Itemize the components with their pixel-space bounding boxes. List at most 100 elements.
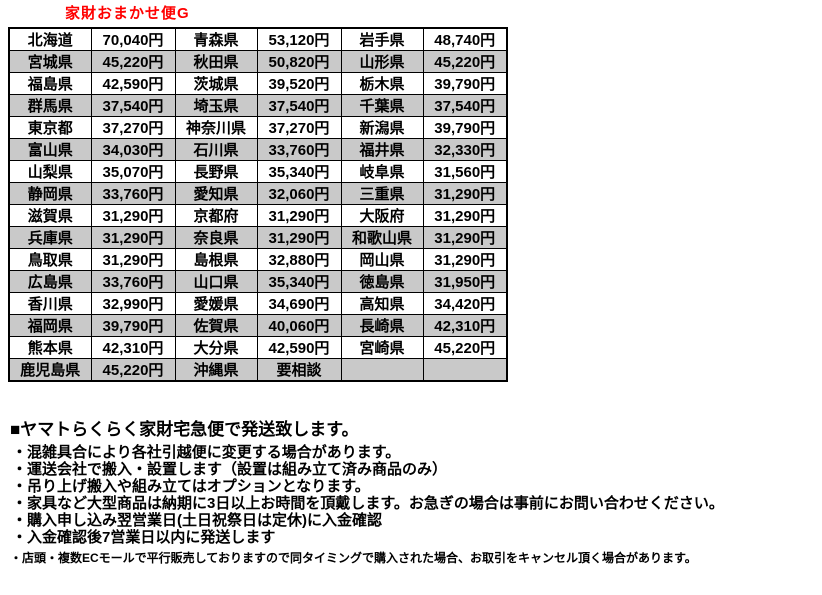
shipping-note-item: ・購入申し込み翌営業日(土日祝祭日は定休)に入金確認	[12, 512, 382, 529]
price-cell: 32,880円	[256, 248, 342, 271]
table-row: 熊本県 42,310円 大分県 42,590円 宮崎県 45,220円	[8, 336, 508, 359]
price-cell: 45,220円	[90, 358, 176, 382]
table-row: 富山県 34,030円 石川県 33,760円 福井県 32,330円	[8, 138, 508, 161]
shipping-note-item: ・混雑具合により各社引越便に変更する場合があります。	[12, 444, 401, 461]
price-cell: 42,310円	[422, 314, 508, 337]
prefecture-cell: 埼玉県	[174, 94, 258, 117]
prefecture-cell: 群馬県	[8, 94, 92, 117]
price-cell: 要相談	[256, 358, 342, 382]
price-cell: 34,690円	[256, 292, 342, 315]
prefecture-cell: 徳島県	[340, 270, 424, 293]
price-cell: 35,340円	[256, 270, 342, 293]
price-cell: 32,060円	[256, 182, 342, 205]
price-cell: 50,820円	[256, 50, 342, 73]
price-cell: 34,420円	[422, 292, 508, 315]
prefecture-cell: 和歌山県	[340, 226, 424, 249]
shipping-notes-list: ・混雑具合により各社引越便に変更する場合があります。 ・運送会社で搬入・設置します…	[12, 444, 724, 546]
prefecture-cell: 三重県	[340, 182, 424, 205]
prefecture-cell: 大分県	[174, 336, 258, 359]
prefecture-cell: 島根県	[174, 248, 258, 271]
prefecture-cell: 岩手県	[340, 27, 424, 51]
price-cell: 31,290円	[422, 204, 508, 227]
prefecture-cell: 山形県	[340, 50, 424, 73]
price-cell: 33,760円	[256, 138, 342, 161]
prefecture-cell: 長野県	[174, 160, 258, 183]
price-cell: 48,740円	[422, 27, 508, 51]
price-cell: 39,790円	[422, 116, 508, 139]
price-cell: 39,520円	[256, 72, 342, 95]
price-cell: 42,310円	[90, 336, 176, 359]
price-cell: 31,290円	[422, 248, 508, 271]
table-row: 広島県 33,760円 山口県 35,340円 徳島県 31,950円	[8, 270, 508, 293]
price-cell: 31,950円	[422, 270, 508, 293]
price-cell: 39,790円	[422, 72, 508, 95]
prefecture-cell: 静岡県	[8, 182, 92, 205]
prefecture-cell: 秋田県	[174, 50, 258, 73]
table-row: 静岡県 33,760円 愛知県 32,060円 三重県 31,290円	[8, 182, 508, 205]
price-cell: 31,290円	[90, 204, 176, 227]
shipping-method-heading: ■ヤマトらくらく家財宅急便で発送致します。	[10, 420, 359, 439]
prefecture-cell: 神奈川県	[174, 116, 258, 139]
price-cell: 37,270円	[90, 116, 176, 139]
price-cell: 35,070円	[90, 160, 176, 183]
shipping-note-item: ・運送会社で搬入・設置します（設置は組み立て済み商品のみ）	[12, 461, 448, 478]
prefecture-cell: 北海道	[8, 27, 92, 51]
price-cell: 31,290円	[256, 226, 342, 249]
price-cell: 32,990円	[90, 292, 176, 315]
table-row: 鹿児島県 45,220円 沖縄県 要相談	[8, 358, 508, 382]
price-cell: 34,030円	[90, 138, 176, 161]
prefecture-cell: 鹿児島県	[8, 358, 92, 382]
price-cell: 40,060円	[256, 314, 342, 337]
prefecture-cell: 福井県	[340, 138, 424, 161]
price-cell: 31,290円	[422, 182, 508, 205]
prefecture-cell: 滋賀県	[8, 204, 92, 227]
price-cell: 45,220円	[422, 50, 508, 73]
prefecture-cell: 山梨県	[8, 160, 92, 183]
price-cell: 31,560円	[422, 160, 508, 183]
price-cell: 33,760円	[90, 270, 176, 293]
prefecture-cell: 愛知県	[174, 182, 258, 205]
prefecture-cell: 東京都	[8, 116, 92, 139]
prefecture-cell: 宮崎県	[340, 336, 424, 359]
prefecture-cell	[340, 358, 424, 382]
price-cell: 31,290円	[90, 226, 176, 249]
table-row: 北海道 70,040円 青森県 53,120円 岩手県 48,740円	[8, 27, 508, 51]
prefecture-cell: 新潟県	[340, 116, 424, 139]
prefecture-cell: 石川県	[174, 138, 258, 161]
price-cell: 31,290円	[90, 248, 176, 271]
shipping-note-item: ・吊り上げ搬入や組み立てはオプションとなります。	[12, 478, 370, 495]
shipping-price-table: 北海道 70,040円 青森県 53,120円 岩手県 48,740円 宮城県 45,220円…	[8, 27, 508, 382]
table-row: 山梨県 35,070円 長野県 35,340円 岐阜県 31,560円	[8, 160, 508, 183]
prefecture-cell: 京都府	[174, 204, 258, 227]
price-cell: 37,540円	[90, 94, 176, 117]
prefecture-cell: 熊本県	[8, 336, 92, 359]
shipping-note-item: ・入金確認後7営業日以内に発送します	[12, 529, 276, 546]
prefecture-cell: 愛媛県	[174, 292, 258, 315]
price-cell: 33,760円	[90, 182, 176, 205]
price-cell: 45,220円	[422, 336, 508, 359]
price-cell: 37,540円	[256, 94, 342, 117]
prefecture-cell: 長崎県	[340, 314, 424, 337]
price-cell: 31,290円	[256, 204, 342, 227]
prefecture-cell: 大阪府	[340, 204, 424, 227]
prefecture-cell: 広島県	[8, 270, 92, 293]
prefecture-cell: 岡山県	[340, 248, 424, 271]
price-cell: 70,040円	[90, 27, 176, 51]
prefecture-cell: 兵庫県	[8, 226, 92, 249]
price-cell: 42,590円	[90, 72, 176, 95]
prefecture-cell: 富山県	[8, 138, 92, 161]
price-cell: 35,340円	[256, 160, 342, 183]
price-cell: 37,270円	[256, 116, 342, 139]
price-cell: 42,590円	[256, 336, 342, 359]
price-cell: 45,220円	[90, 50, 176, 73]
shipping-note-item: ・家具など大型商品は納期に3日以上お時間を頂戴します。お急ぎの場合は事前にお問い…	[12, 495, 724, 512]
table-row: 滋賀県 31,290円 京都府 31,290円 大阪府 31,290円	[8, 204, 508, 227]
table-row: 鳥取県 31,290円 島根県 32,880円 岡山県 31,290円	[8, 248, 508, 271]
table-row: 宮城県 45,220円 秋田県 50,820円 山形県 45,220円	[8, 50, 508, 73]
prefecture-cell: 鳥取県	[8, 248, 92, 271]
prefecture-cell: 岐阜県	[340, 160, 424, 183]
prefecture-cell: 高知県	[340, 292, 424, 315]
table-row: 兵庫県 31,290円 奈良県 31,290円 和歌山県 31,290円	[8, 226, 508, 249]
price-cell: 31,290円	[422, 226, 508, 249]
prefecture-cell: 青森県	[174, 27, 258, 51]
